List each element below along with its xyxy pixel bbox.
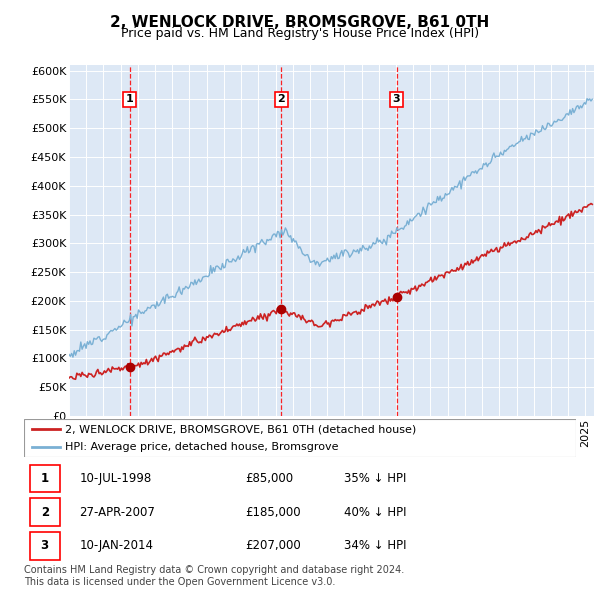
Text: Contains HM Land Registry data © Crown copyright and database right 2024.
This d: Contains HM Land Registry data © Crown c… (24, 565, 404, 587)
Bar (29, 465, 60, 492)
Text: 2: 2 (41, 506, 49, 519)
Bar (29, 499, 60, 526)
Text: 1: 1 (126, 94, 134, 104)
Text: 35% ↓ HPI: 35% ↓ HPI (344, 472, 407, 485)
Text: 40% ↓ HPI: 40% ↓ HPI (344, 506, 407, 519)
Text: 10-JUL-1998: 10-JUL-1998 (79, 472, 151, 485)
Text: 1: 1 (41, 472, 49, 485)
Text: 2, WENLOCK DRIVE, BROMSGROVE, B61 0TH (detached house): 2, WENLOCK DRIVE, BROMSGROVE, B61 0TH (d… (65, 424, 416, 434)
Text: 3: 3 (393, 94, 400, 104)
Text: 3: 3 (41, 539, 49, 552)
Text: Price paid vs. HM Land Registry's House Price Index (HPI): Price paid vs. HM Land Registry's House … (121, 27, 479, 40)
Text: £207,000: £207,000 (245, 539, 301, 552)
Bar (29, 532, 60, 559)
Text: £85,000: £85,000 (245, 472, 293, 485)
Text: HPI: Average price, detached house, Bromsgrove: HPI: Average price, detached house, Brom… (65, 442, 339, 452)
Text: 27-APR-2007: 27-APR-2007 (79, 506, 155, 519)
Text: £185,000: £185,000 (245, 506, 301, 519)
Text: 10-JAN-2014: 10-JAN-2014 (79, 539, 153, 552)
Text: 2: 2 (277, 94, 285, 104)
Text: 2, WENLOCK DRIVE, BROMSGROVE, B61 0TH: 2, WENLOCK DRIVE, BROMSGROVE, B61 0TH (110, 15, 490, 30)
Text: 34% ↓ HPI: 34% ↓ HPI (344, 539, 407, 552)
